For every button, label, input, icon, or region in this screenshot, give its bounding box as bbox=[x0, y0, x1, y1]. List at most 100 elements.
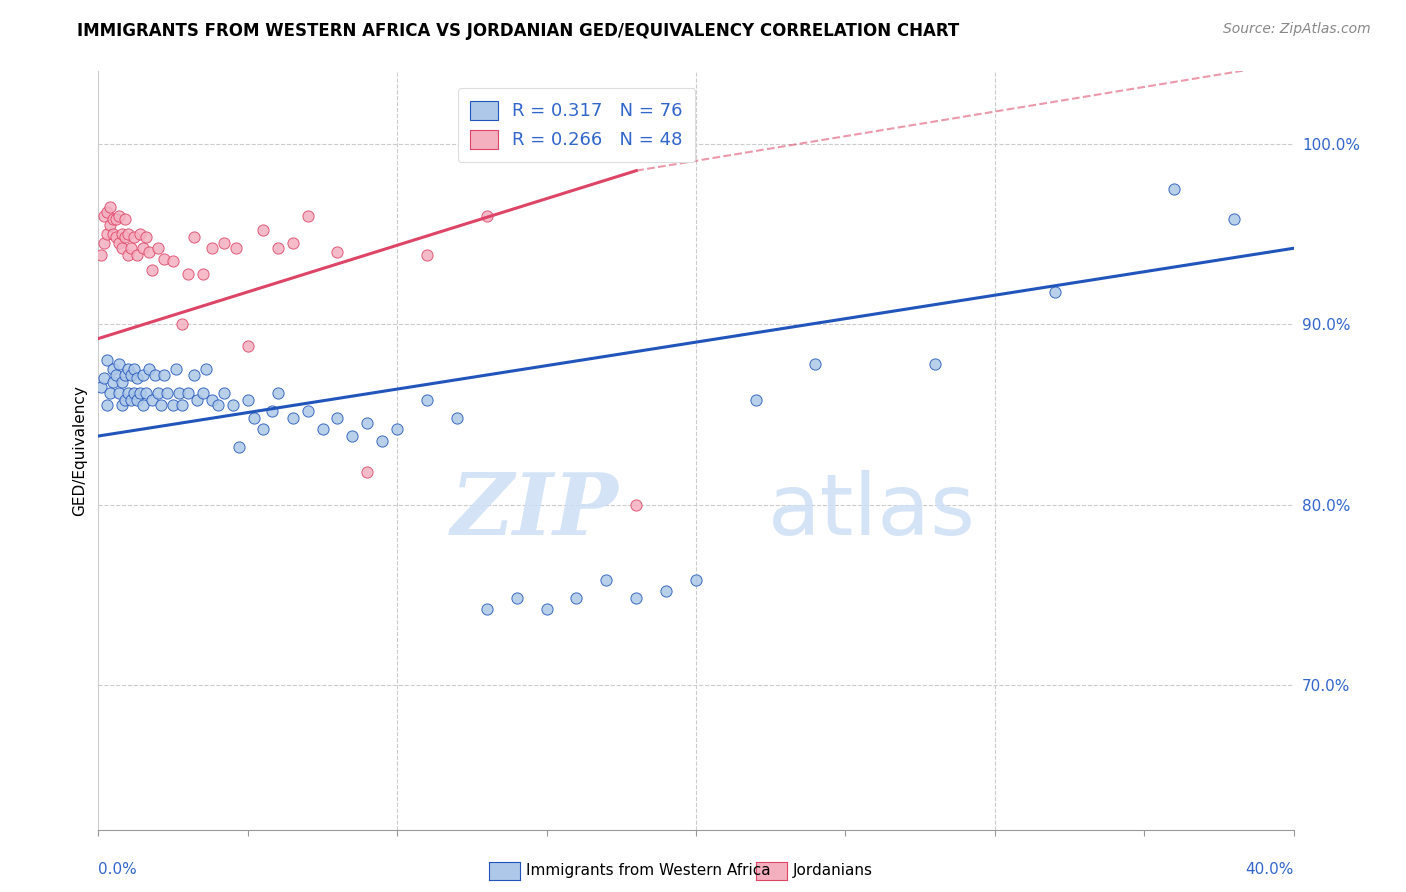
Text: ZIP: ZIP bbox=[450, 469, 619, 553]
Point bbox=[416, 392, 439, 407]
Point bbox=[150, 398, 173, 412]
Point bbox=[326, 244, 349, 259]
Point bbox=[416, 248, 439, 262]
Text: 0.0%: 0.0% bbox=[98, 862, 138, 877]
Point bbox=[385, 422, 409, 436]
Point bbox=[148, 385, 170, 400]
Point bbox=[93, 235, 115, 250]
Point bbox=[114, 212, 136, 227]
Point bbox=[311, 422, 333, 436]
Point bbox=[156, 385, 179, 400]
Point bbox=[129, 227, 152, 241]
Point bbox=[685, 574, 707, 588]
Point bbox=[96, 398, 118, 412]
Point bbox=[1223, 212, 1246, 227]
Point bbox=[114, 230, 136, 244]
Point bbox=[120, 241, 142, 255]
Point bbox=[177, 385, 200, 400]
Point bbox=[141, 263, 163, 277]
Point bbox=[536, 602, 558, 616]
Point bbox=[297, 403, 319, 417]
Point bbox=[127, 392, 149, 407]
Point bbox=[745, 392, 768, 407]
Point bbox=[103, 375, 125, 389]
Text: Source: ZipAtlas.com: Source: ZipAtlas.com bbox=[1223, 22, 1371, 37]
Point bbox=[90, 380, 112, 394]
Point bbox=[177, 267, 200, 281]
Point bbox=[506, 591, 529, 606]
Point bbox=[127, 371, 149, 385]
Point bbox=[143, 368, 166, 382]
Point bbox=[132, 241, 155, 255]
Point bbox=[475, 209, 498, 223]
Point bbox=[138, 362, 160, 376]
Point bbox=[114, 392, 136, 407]
Point bbox=[124, 362, 146, 376]
Point bbox=[267, 385, 290, 400]
Point bbox=[236, 339, 259, 353]
Point bbox=[297, 209, 319, 223]
Point bbox=[108, 235, 131, 250]
Point bbox=[132, 398, 155, 412]
Point bbox=[90, 248, 112, 262]
Point bbox=[186, 392, 208, 407]
Point bbox=[626, 498, 648, 512]
Point bbox=[356, 465, 378, 479]
Point bbox=[148, 241, 170, 255]
Point bbox=[342, 429, 364, 443]
Point bbox=[105, 212, 128, 227]
Point bbox=[212, 235, 235, 250]
Point bbox=[96, 353, 118, 368]
Point bbox=[243, 411, 266, 425]
Point bbox=[207, 398, 229, 412]
Point bbox=[129, 385, 152, 400]
Point bbox=[281, 411, 304, 425]
Y-axis label: GED/Equivalency: GED/Equivalency bbox=[72, 385, 87, 516]
Point bbox=[595, 574, 617, 588]
Point bbox=[252, 422, 274, 436]
Point bbox=[124, 385, 146, 400]
Point bbox=[98, 200, 122, 214]
Point bbox=[93, 371, 115, 385]
Point bbox=[103, 227, 125, 241]
Point bbox=[565, 591, 588, 606]
Point bbox=[117, 227, 139, 241]
Point bbox=[212, 385, 235, 400]
Point bbox=[252, 223, 274, 237]
Point bbox=[165, 362, 187, 376]
Point bbox=[98, 385, 122, 400]
Point bbox=[201, 241, 224, 255]
Point bbox=[153, 252, 176, 266]
Point bbox=[655, 584, 678, 599]
Point bbox=[924, 357, 946, 371]
Text: Jordanians: Jordanians bbox=[793, 863, 873, 878]
Point bbox=[195, 362, 218, 376]
Point bbox=[267, 241, 290, 255]
Point bbox=[138, 244, 160, 259]
Point bbox=[105, 230, 128, 244]
Point bbox=[228, 440, 250, 454]
Point bbox=[135, 385, 157, 400]
Point bbox=[98, 218, 122, 232]
Point bbox=[117, 362, 139, 376]
Point bbox=[108, 209, 131, 223]
Point bbox=[172, 398, 194, 412]
Point bbox=[222, 398, 245, 412]
Text: atlas: atlas bbox=[768, 469, 976, 553]
Point bbox=[804, 357, 827, 371]
Point bbox=[356, 417, 378, 431]
Point bbox=[153, 368, 176, 382]
Point bbox=[111, 398, 134, 412]
Point bbox=[1043, 285, 1066, 299]
Point bbox=[201, 392, 224, 407]
Point bbox=[111, 227, 134, 241]
Point bbox=[96, 205, 118, 219]
Point bbox=[93, 209, 115, 223]
Point bbox=[117, 385, 139, 400]
Point bbox=[281, 235, 304, 250]
Point bbox=[626, 591, 648, 606]
Point bbox=[162, 253, 184, 268]
Point bbox=[132, 368, 155, 382]
Point bbox=[124, 230, 146, 244]
Point bbox=[446, 411, 468, 425]
